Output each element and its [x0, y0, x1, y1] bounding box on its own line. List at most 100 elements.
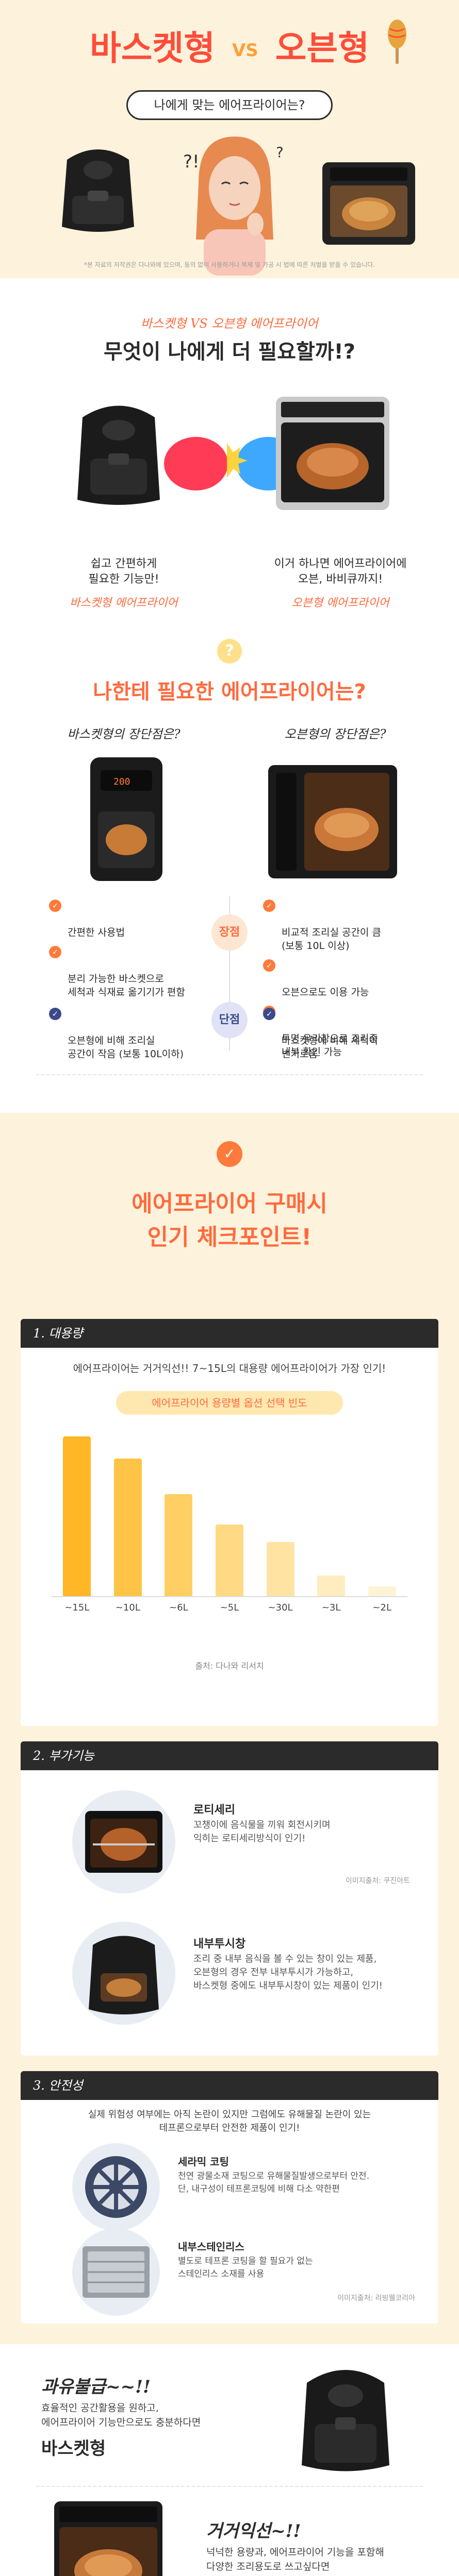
compare-eyebrow: 바스켓형 VS 오븐형 에어프라이어 [141, 316, 318, 331]
x-tick-label: ~6L [169, 1602, 188, 1613]
list-item: ✓ 간편한 사용법 [49, 899, 204, 939]
oven-airfryer-image [268, 765, 397, 878]
question-pill: 나에게 맞는 에어프라이어는? [126, 90, 333, 120]
compare-headline: 무엇이 나에게 더 필요할까!? [103, 340, 356, 364]
ceramic-desc: 천연 광물소재 코팅으로 유해물질발생으로부터 안전. 단, 내구성이 테프론코… [178, 2171, 370, 2194]
chart-bar [165, 1494, 193, 1596]
basket-airfryer-image [62, 149, 134, 232]
oven-airfryer-image [54, 2501, 162, 2576]
page-title: 바스켓형 VS 오븐형 [0, 21, 459, 70]
oven-pros-title: 오븐형의 장단점은? [284, 727, 386, 741]
rec-basket-hand: 과유불급~~!! [41, 2377, 151, 2397]
rec-oven-desc: 넉넉한 용량과, 에어프라이어 기능을 포함해 다양한 조리용도로 쓰고싶다면 [206, 2547, 384, 2572]
chart-source: 출처: 다나와 리서치 [195, 1661, 264, 1671]
stainless-desc: 별도로 테프론 코팅을 할 필요가 없는 스테인리스 소재를 사용 [178, 2256, 313, 2279]
checkpoints-header: ✓ 에어프라이어 구매시 인기 체크포인트! [0, 1113, 459, 1319]
list-item: ✓ 오븐으로도 이용 가능 [263, 959, 428, 999]
basket-desc: 쉽고 간편하게 필요한 기능만! [88, 557, 159, 586]
ceramic-coating-image [72, 2143, 160, 2231]
capacity-intro: 에어프라이어는 거거익선!! 7~15L의 대용량 에어프라이어가 가장 인기! [73, 1362, 386, 1375]
oven-pros-box: ✓ 비교적 조리실 공간이 큼 (보통 10L 이상) ✓ 오븐으로도 이용 가… [263, 899, 428, 1058]
rotisserie-desc: 꼬챙이에 음식물을 끼워 회전시키며 익히는 로티세리방식이 인기! [193, 1820, 331, 1844]
x-tick-label: ~15L [64, 1602, 90, 1613]
thinking-woman-illustration: ?! ? [183, 137, 284, 276]
svg-text:?!: ?! [183, 151, 200, 172]
rotisserie-credit: 이미지출처: 쿠진아트 [345, 1877, 410, 1885]
cons-badge: 단점 [211, 1002, 248, 1038]
question-badge: ? [217, 639, 242, 664]
x-tick-label: ~3L [321, 1602, 341, 1613]
chart-bar [63, 1436, 91, 1596]
basket-airfryer-image [77, 405, 160, 505]
section-safety: 3. 안전성 실제 위험성 여부에는 아직 논란이 있지만 그럼에도 유해물질 … [0, 2071, 459, 2344]
svg-text:200: 200 [113, 776, 130, 787]
check-icon: ✓ [263, 959, 275, 972]
chart-x-axis: ~15L ~10L ~6L ~5L ~30L ~3L ~2L [52, 1602, 407, 1618]
stainless-title: 내부스테인리스 [178, 2241, 244, 2253]
x-tick-label: ~5L [220, 1602, 239, 1613]
features-card: 2. 부가기능 로티세리 꼬챙이에 음식물을 끼워 회전시키며 익히는 로티세리… [21, 1741, 438, 2056]
needs-section: ? 나한테 필요한 에어프라이어는? 바스켓형의 장단점은? 오븐형의 장단점은… [0, 639, 459, 1113]
title-oven: 오븐형 [275, 28, 369, 68]
svg-text:?: ? [276, 144, 284, 161]
rotisserie-image [72, 1790, 175, 1893]
checkpoints-headline-1: 에어프라이어 구매시 [132, 1191, 327, 1217]
recommendation-section: 과유불급~~!! 효율적인 공간활용을 원하고, 에어프라이어 기능만으로도 충… [0, 2344, 459, 2576]
rec-basket-type: 바스켓형 [41, 2438, 106, 2459]
stainless-interior-image [72, 2228, 160, 2316]
check-icon: ✓ [49, 900, 61, 912]
pros-divider-line [229, 896, 230, 1051]
corndog-icon [388, 20, 406, 64]
window-airfryer-image [72, 1922, 175, 2025]
list-item: ✓ 비교적 조리실 공간이 큼 (보통 10L 이상) [263, 899, 428, 953]
title-basket: 바스켓형 [90, 28, 215, 68]
ceramic-title: 세라믹 코팅 [178, 2156, 229, 2168]
vs-badge: VS [232, 40, 258, 61]
window-title: 내부투시창 [193, 1938, 246, 1951]
oven-airfryer-image [322, 162, 415, 245]
section-label-bar: 3. 안전성 [21, 2071, 438, 2100]
chart-plot-area [52, 1432, 407, 1597]
chart-bar [216, 1524, 243, 1596]
basket-tag: 바스켓형 에어프라이어 [70, 597, 178, 609]
check-icon: ✓ [263, 1008, 275, 1020]
safety-card: 3. 안전성 실제 위험성 여부에는 아직 논란이 있지만 그럼에도 유해물질 … [21, 2071, 438, 2324]
list-item: ✓ 오븐형에 비해 조리실 공간이 작음 (보통 10L이하) [49, 1007, 204, 1061]
section-label-bar: 2. 부가기능 [21, 1741, 438, 1770]
basket-airfryer-image [302, 2370, 389, 2471]
capacity-card: 1. 대용량 에어프라이어는 거거익선!! 7~15L의 대용량 에어프라이어가… [21, 1319, 438, 1726]
section-features: 2. 부가기능 로티세리 꼬챙이에 음식물을 끼워 회전시키며 익히는 로티세리… [0, 1741, 459, 2071]
rec-oven-hand: 거거익선~!! [206, 2521, 301, 2541]
check-icon: ✓ [49, 946, 61, 958]
rotisserie-title: 로티세리 [193, 1804, 235, 1817]
stainless-credit: 이미지출처: 리빙웰코리아 [337, 2294, 415, 2302]
oven-tag: 오븐형 에어프라이어 [291, 597, 389, 609]
compare-section: 바스켓형 VS 오븐형 에어프라이어 무엇이 나에게 더 필요할까!? 쉽고 간… [0, 278, 459, 639]
pros-badge: 장점 [211, 914, 248, 951]
basket-pros-title: 바스켓형의 장단점은? [67, 727, 181, 741]
disclaimer-text: *본 자료의 저작권은 다나와에 있으며, 동의 없이 사용하거나 복제 및 가… [84, 261, 375, 268]
needs-headline: 나한테 필요한 에어프라이어는? [93, 680, 366, 704]
dashed-divider [36, 1074, 423, 1075]
section-label-bar: 1. 대용량 [21, 1319, 438, 1348]
safety-intro: 실제 위험성 여부에는 아직 논란이 있지만 그럼에도 유해물질 논란이 있는 … [88, 2109, 371, 2133]
chart-bar [113, 1459, 142, 1596]
x-tick-label: ~2L [372, 1602, 391, 1613]
oven-airfryer-image [276, 397, 389, 510]
check-icon: ✓ [263, 900, 275, 912]
chart-title-pill: 에어프라이어 용량별 옵션 선택 빈도 [116, 1391, 343, 1415]
bar-chart: ~15L ~10L ~6L ~5L ~30L ~3L ~2L [52, 1432, 407, 1623]
window-desc: 조리 중 내부 음식을 볼 수 있는 창이 있는 제품, 오븐형의 경우 전부 … [193, 1954, 383, 1991]
basket-cons-box: ✓ 오븐형에 비해 조리실 공간이 작음 (보통 10L이하) [49, 1007, 204, 1061]
oven-cons-box: ✓ 바스켓형에 비해 세척이 번거로움 [263, 1007, 428, 1061]
list-item: ✓ 바스켓형에 비해 세척이 번거로움 [263, 1007, 428, 1061]
checkpoints-headline-2: 인기 체크포인트! [147, 1224, 312, 1250]
section-capacity: 1. 대용량 에어프라이어는 거거익선!! 7~15L의 대용량 에어프라이어가… [0, 1319, 459, 1741]
rec-divider [36, 2486, 423, 2487]
basket-airfryer-image: 200 [90, 757, 162, 881]
chart-bar [368, 1586, 396, 1596]
check-badge-icon: ✓ [217, 1141, 242, 1167]
header-section: 바스켓형 VS 오븐형 나에게 맞는 에어프라이어는? ?! [0, 0, 459, 278]
chart-bar [317, 1575, 346, 1596]
